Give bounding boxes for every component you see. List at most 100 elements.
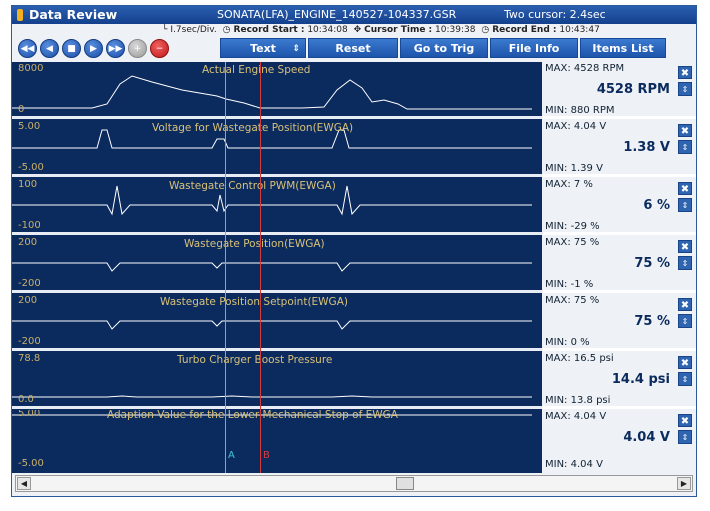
- channel-values: MAX: 4.04 V 1.38 V MIN: 1.39 V ✖ ⇕: [543, 120, 696, 177]
- close-icon[interactable]: ✖: [678, 182, 692, 195]
- max-label: MAX:: [545, 295, 571, 306]
- max-label: MAX:: [545, 63, 571, 74]
- y-axis-top: 200: [18, 237, 38, 248]
- reset-min-max-button[interactable]: Reset Min.Max: [308, 38, 398, 75]
- fast-rewind-icon[interactable]: ◀◀: [18, 39, 37, 58]
- max-value: MAX: 75 %: [545, 237, 599, 248]
- trace-chart: [12, 320, 532, 330]
- trace-chart: [12, 185, 532, 216]
- cursor-time-label: Cursor Time :: [364, 25, 433, 35]
- text-select[interactable]: Text ⇕: [220, 38, 306, 58]
- y-axis-top: 200: [18, 295, 38, 306]
- channel-strip: 8000 0 Actual Engine Speed: [12, 62, 542, 119]
- channel-strip: 200 -200 Wastegate Position(EWGA): [12, 236, 542, 293]
- record-end-label: Record End :: [492, 25, 557, 35]
- time-division: I.7sec/Div.: [170, 25, 217, 35]
- channel-title: Wastegate Position(EWGA): [184, 238, 325, 250]
- y-axis-bottom: -100: [18, 220, 41, 231]
- channel-values: MAX: 75 % 75 % MIN: -1 % ✖ ⇕: [543, 236, 696, 293]
- close-icon[interactable]: ✖: [678, 124, 692, 137]
- updown-icon[interactable]: ⇕: [678, 314, 692, 328]
- y-axis-top: 100: [18, 179, 38, 190]
- division-icon: └: [162, 25, 168, 35]
- max-value: MAX: 75 %: [545, 295, 599, 306]
- scroll-left-icon[interactable]: ◀: [17, 477, 31, 490]
- horizontal-scrollbar[interactable]: ◀ ▶: [15, 475, 693, 492]
- min-reading: -29 %: [570, 221, 600, 232]
- max-value: MAX: 7 %: [545, 179, 593, 190]
- items-list-button[interactable]: Items List: [580, 38, 666, 58]
- cursor-icon: ✥: [353, 25, 362, 35]
- channel-values: MAX: 4.04 V 4.04 V MIN: 4.04 V ✖ ⇕: [543, 410, 696, 470]
- min-value: MIN: 4.04 V: [545, 459, 603, 470]
- min-value: MIN: -29 %: [545, 221, 600, 232]
- plot-area[interactable]: 8000 0 Actual Engine Speed 5.00 -5.00 Vo…: [12, 62, 542, 473]
- play-icon[interactable]: ▶: [84, 39, 103, 58]
- record-start-label: Record Start :: [233, 25, 305, 35]
- channel-strip: 78.8 0.0 Turbo Charger Boost Pressure: [12, 352, 542, 409]
- min-value: MIN: 1.39 V: [545, 163, 603, 174]
- max-label: MAX:: [545, 353, 571, 364]
- current-value: 4.04 V: [623, 430, 670, 445]
- value-panel: MAX: 4528 RPM 4528 RPM MIN: 880 RPM ✖ ⇕ …: [543, 62, 696, 473]
- updown-icon: ⇕: [292, 44, 300, 54]
- close-icon[interactable]: ✖: [678, 240, 692, 253]
- updown-icon[interactable]: ⇕: [678, 82, 692, 96]
- y-axis-bottom: -5.00: [18, 458, 44, 469]
- scroll-thumb[interactable]: [396, 477, 414, 490]
- channel-title: Actual Engine Speed: [202, 64, 311, 76]
- current-value: 4528 RPM: [596, 82, 670, 97]
- cursor-a-label: A: [228, 450, 235, 461]
- scroll-right-icon[interactable]: ▶: [677, 477, 691, 490]
- stop-icon[interactable]: ■: [62, 39, 81, 58]
- max-value: MAX: 16.5 psi: [545, 353, 614, 364]
- y-axis-top: 5.00: [18, 410, 41, 419]
- zoom-in-icon[interactable]: +: [128, 39, 147, 58]
- close-icon[interactable]: ✖: [678, 298, 692, 311]
- cursor-time-value: 10:39:38: [435, 25, 476, 35]
- min-value: MIN: 880 RPM: [545, 105, 615, 116]
- min-value: MIN: -1 %: [545, 279, 593, 290]
- max-reading: 4528 RPM: [573, 63, 625, 74]
- close-icon[interactable]: ✖: [678, 66, 692, 79]
- channel-values: MAX: 4528 RPM 4528 RPM MIN: 880 RPM ✖ ⇕: [543, 62, 696, 119]
- channel-strip: 200 -200 Wastegate Position Setpoint(EWG…: [12, 294, 542, 351]
- max-reading: 16.5 psi: [573, 353, 614, 364]
- channel-title: Wastegate Control PWM(EWGA): [169, 180, 336, 192]
- updown-icon[interactable]: ⇕: [678, 140, 692, 154]
- zoom-out-icon[interactable]: −: [150, 39, 169, 58]
- close-icon[interactable]: ✖: [678, 414, 692, 427]
- updown-icon[interactable]: ⇕: [678, 256, 692, 270]
- min-reading: 13.8 psi: [570, 395, 611, 406]
- max-value: MAX: 4.04 V: [545, 411, 606, 422]
- go-to-trig-button[interactable]: Go to Trig: [400, 38, 488, 58]
- max-reading: 4.04 V: [573, 121, 607, 132]
- current-value: 1.38 V: [623, 140, 670, 155]
- y-axis-bottom: -5.00: [18, 162, 44, 173]
- record-start-value: 10:34:08: [307, 25, 348, 35]
- cursor-a-line[interactable]: [225, 62, 226, 473]
- channel-strip: 100 -100 Wastegate Control PWM(EWGA): [12, 178, 542, 235]
- channel-title: Adaption Value for the Lower Mechanical …: [107, 410, 398, 421]
- cursor-b-line[interactable]: [260, 62, 261, 473]
- close-icon[interactable]: ✖: [678, 356, 692, 369]
- info-bar: └ I.7sec/Div. ◷ Record Start : 10:34:08 ✥ C…: [162, 25, 692, 37]
- fast-forward-icon[interactable]: ▶▶: [106, 39, 125, 58]
- min-label: MIN:: [545, 279, 568, 290]
- channel-title: Turbo Charger Boost Pressure: [177, 354, 333, 366]
- app-title: Data Review: [29, 7, 118, 22]
- updown-icon[interactable]: ⇕: [678, 198, 692, 212]
- clock-icon: ◷: [222, 25, 231, 35]
- max-value: MAX: 4.04 V: [545, 121, 606, 132]
- file-info-button[interactable]: File Info: [490, 38, 578, 58]
- y-axis-bottom: -200: [18, 336, 41, 347]
- min-reading: 0 %: [570, 337, 590, 348]
- updown-icon[interactable]: ⇕: [678, 430, 692, 444]
- min-label: MIN:: [545, 221, 568, 232]
- max-label: MAX:: [545, 237, 571, 248]
- app-icon: [17, 9, 23, 21]
- channel-values: MAX: 7 % 6 % MIN: -29 % ✖ ⇕: [543, 178, 696, 235]
- step-back-icon[interactable]: ◀: [40, 39, 59, 58]
- current-value: 14.4 psi: [611, 372, 670, 387]
- updown-icon[interactable]: ⇕: [678, 372, 692, 386]
